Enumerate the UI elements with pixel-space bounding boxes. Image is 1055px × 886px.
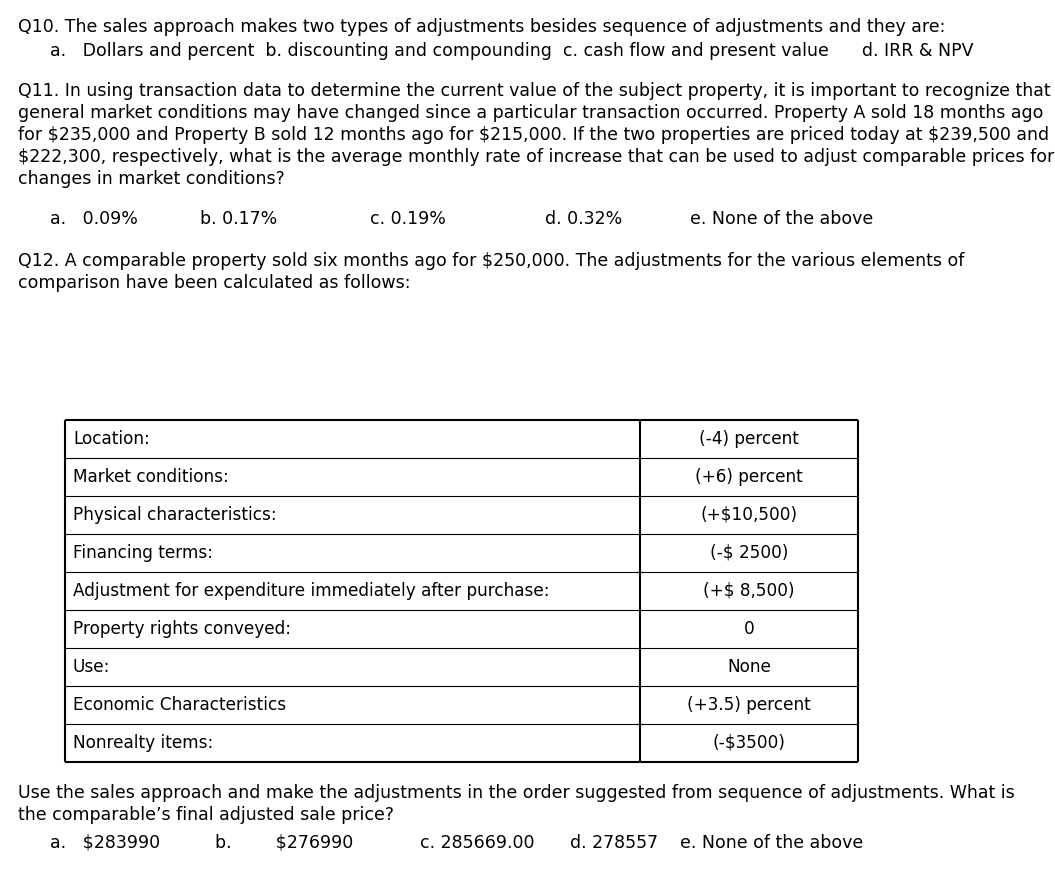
Text: c. 0.19%: c. 0.19% bbox=[370, 210, 446, 228]
Text: Adjustment for expenditure immediately after purchase:: Adjustment for expenditure immediately a… bbox=[73, 582, 550, 600]
Text: (+$ 8,500): (+$ 8,500) bbox=[704, 582, 794, 600]
Text: d. 0.32%: d. 0.32% bbox=[545, 210, 622, 228]
Text: changes in market conditions?: changes in market conditions? bbox=[18, 170, 285, 188]
Text: a.   0.09%: a. 0.09% bbox=[50, 210, 138, 228]
Text: (+$10,500): (+$10,500) bbox=[701, 506, 798, 524]
Text: (+3.5) percent: (+3.5) percent bbox=[687, 696, 811, 714]
Text: b.        $276990: b. $276990 bbox=[215, 834, 353, 852]
Text: Q12. A comparable property sold six months ago for $250,000. The adjustments for: Q12. A comparable property sold six mont… bbox=[18, 252, 964, 270]
Text: e. None of the above: e. None of the above bbox=[680, 834, 863, 852]
Text: c. 285669.00: c. 285669.00 bbox=[420, 834, 535, 852]
Text: 0: 0 bbox=[744, 620, 754, 638]
Text: Market conditions:: Market conditions: bbox=[73, 468, 229, 486]
Text: $222,300, respectively, what is the average monthly rate of increase that can be: $222,300, respectively, what is the aver… bbox=[18, 148, 1054, 166]
Text: the comparable’s final adjusted sale price?: the comparable’s final adjusted sale pri… bbox=[18, 806, 394, 824]
Text: Physical characteristics:: Physical characteristics: bbox=[73, 506, 276, 524]
Text: a.   $283990: a. $283990 bbox=[50, 834, 160, 852]
Text: Use:: Use: bbox=[73, 658, 111, 676]
Text: b. 0.17%: b. 0.17% bbox=[200, 210, 277, 228]
Text: Q10. The sales approach makes two types of adjustments besides sequence of adjus: Q10. The sales approach makes two types … bbox=[18, 18, 945, 36]
Text: (-$ 2500): (-$ 2500) bbox=[710, 544, 788, 562]
Text: None: None bbox=[727, 658, 771, 676]
Text: Location:: Location: bbox=[73, 430, 150, 448]
Text: (-4) percent: (-4) percent bbox=[699, 430, 799, 448]
Text: a.   Dollars and percent  b. discounting and compounding  c. cash flow and prese: a. Dollars and percent b. discounting an… bbox=[50, 42, 974, 60]
Text: general market conditions may have changed since a particular transaction occurr: general market conditions may have chang… bbox=[18, 104, 1043, 122]
Text: Property rights conveyed:: Property rights conveyed: bbox=[73, 620, 291, 638]
Text: d. 278557: d. 278557 bbox=[570, 834, 658, 852]
Text: for $235,000 and Property B sold 12 months ago for $215,000. If the two properti: for $235,000 and Property B sold 12 mont… bbox=[18, 126, 1049, 144]
Text: Economic Characteristics: Economic Characteristics bbox=[73, 696, 286, 714]
Text: (-$3500): (-$3500) bbox=[712, 734, 785, 752]
Text: Nonrealty items:: Nonrealty items: bbox=[73, 734, 213, 752]
Text: Q11. In using transaction data to determine the current value of the subject pro: Q11. In using transaction data to determ… bbox=[18, 82, 1051, 100]
Text: (+6) percent: (+6) percent bbox=[695, 468, 803, 486]
Text: Financing terms:: Financing terms: bbox=[73, 544, 213, 562]
Text: comparison have been calculated as follows:: comparison have been calculated as follo… bbox=[18, 274, 410, 292]
Text: Use the sales approach and make the adjustments in the order suggested from sequ: Use the sales approach and make the adju… bbox=[18, 784, 1015, 802]
Text: e. None of the above: e. None of the above bbox=[690, 210, 874, 228]
